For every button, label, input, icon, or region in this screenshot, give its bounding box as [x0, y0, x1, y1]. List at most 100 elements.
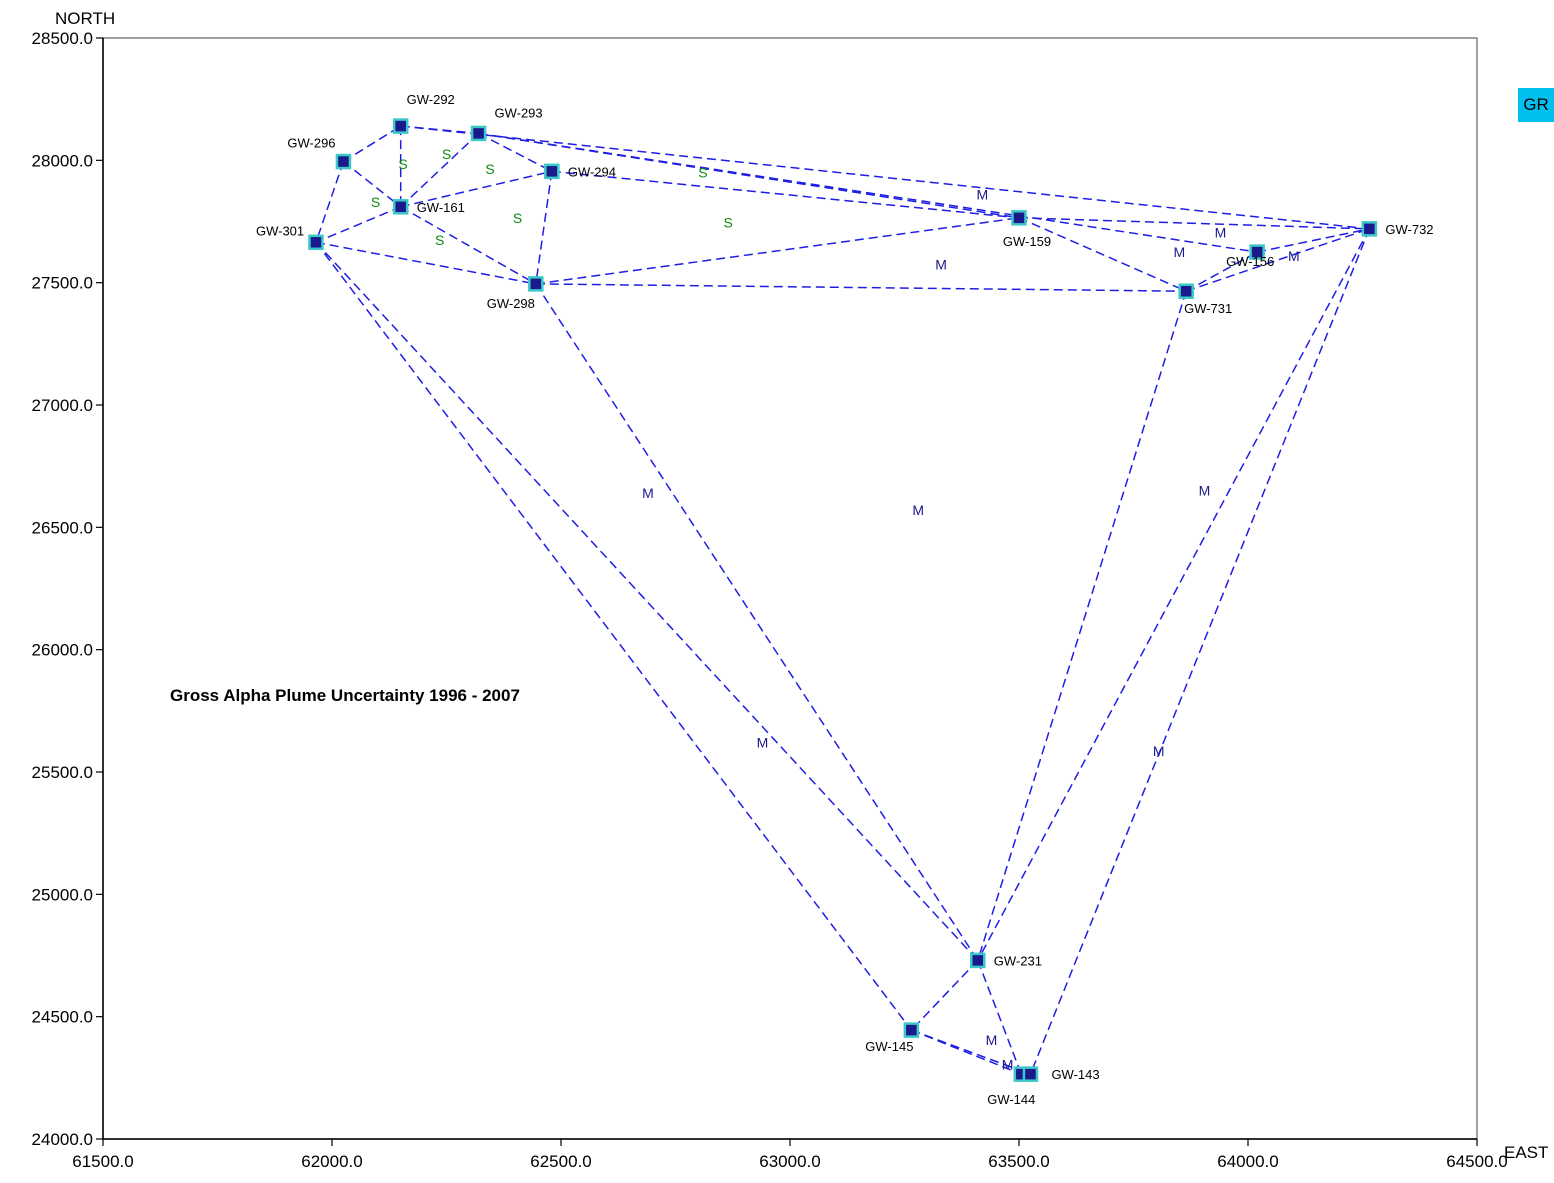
well-label: GW-296 [287, 136, 335, 151]
triangulation-edge [911, 1029, 1031, 1075]
x-tick-label: 62500.0 [530, 1152, 591, 1171]
well-label: GW-731 [1184, 301, 1232, 316]
well-marker [528, 276, 544, 292]
triangulation-edge [315, 241, 979, 961]
y-tick-label: 26500.0 [32, 518, 93, 537]
y-tick-label: 25500.0 [32, 763, 93, 782]
well-label: GW-156 [1226, 254, 1274, 269]
triangle-label: M [912, 502, 924, 518]
triangulation-edge [342, 160, 402, 208]
triangle-label: M [757, 735, 769, 751]
triangulation-edge [400, 170, 553, 208]
triangulation-edge [551, 170, 1020, 219]
y-tick-label: 27000.0 [32, 396, 93, 415]
triangle-label: M [935, 256, 947, 272]
x-tick-label: 61500.0 [72, 1152, 133, 1171]
well-label: GW-144 [987, 1092, 1035, 1107]
well-marker [392, 199, 409, 215]
triangulation-edge [1029, 228, 1371, 1075]
triangulation-edge [535, 283, 1187, 292]
y-tick-label: 24000.0 [32, 1130, 93, 1149]
triangulation-edge [315, 241, 912, 1031]
triangle-label: S [442, 146, 451, 162]
axes-layer: 24000.0 24500.0 25000.0 25500.0 26000.0 26500… [32, 29, 1508, 1171]
triangle-label: M [1199, 483, 1211, 499]
triangle-label: M [1215, 225, 1227, 241]
triangulation-edge [977, 291, 1187, 961]
well-marker [544, 163, 560, 180]
triangulation-edge [400, 132, 480, 208]
triangulation-edge [1018, 217, 1370, 230]
triangulation-edge [400, 125, 479, 135]
triangulation-edge [478, 132, 1020, 219]
well-marker [1022, 1066, 1039, 1082]
triangle-label: M [1002, 1056, 1014, 1072]
y-tick-label: 28000.0 [32, 151, 93, 170]
triangulation-edge [1257, 228, 1370, 253]
triangle-label: M [1153, 743, 1165, 759]
y-tick-label: 25000.0 [32, 885, 93, 904]
edges-layer [315, 125, 1371, 1075]
triangulation-edge [315, 241, 536, 285]
well-marker [308, 234, 324, 251]
triangle-label: S [698, 165, 707, 181]
well-marker [335, 153, 352, 170]
y-tick-label: 28500.0 [32, 29, 93, 48]
well-marker [1361, 221, 1378, 237]
well-label: GW-143 [1051, 1067, 1099, 1082]
triangle-label: S [371, 194, 380, 210]
well-label: GW-145 [865, 1039, 913, 1054]
y-axis-label: NORTH [55, 9, 115, 28]
well-marker [903, 1022, 920, 1038]
triangulation-edge [315, 161, 345, 243]
triangulation-edge [1018, 217, 1187, 292]
triangulation-edge [910, 959, 979, 1031]
triangulation-edge [400, 206, 537, 285]
chart-title: Gross Alpha Plume Uncertainty 1996 - 200… [170, 686, 520, 705]
triangulation-edge [1185, 228, 1370, 292]
triangulation-edge [977, 228, 1371, 961]
triangle-label: S [398, 156, 407, 172]
well-marker [1178, 283, 1194, 299]
y-tick-label: 26000.0 [32, 641, 93, 660]
well-marker [1011, 210, 1027, 226]
well-label: GW-231 [994, 953, 1042, 968]
triangle-label: M [986, 1032, 998, 1048]
triangulation-edge [400, 125, 1370, 230]
well-label: GW-301 [256, 223, 304, 238]
well-marker [1249, 244, 1265, 260]
x-tick-label: 63500.0 [988, 1152, 1049, 1171]
triangulation-edge [535, 171, 553, 284]
well-marker [392, 118, 409, 134]
labels-layer: GW-292 GW-293 GW-296 GW-294 GW-161 GW-301 GW-2… [256, 92, 1434, 1107]
triangle-label: S [485, 161, 494, 177]
y-tick-label: 27500.0 [32, 274, 93, 293]
y-tick-label: 24500.0 [32, 1008, 93, 1027]
well-label: GW-292 [407, 92, 455, 107]
x-tick-label: 64500.0 [1446, 1152, 1507, 1171]
well-marker [470, 125, 487, 142]
triangulation-edge [535, 217, 1020, 285]
markers-layer [308, 118, 1378, 1082]
well-label: GW-159 [1003, 234, 1051, 249]
plot-area-frame [102, 37, 1478, 1140]
triangle-label: M [642, 485, 654, 501]
well-label: GW-294 [568, 164, 616, 179]
well-marker [970, 952, 986, 969]
x-tick-label: 64000.0 [1217, 1152, 1278, 1171]
triangle-label: S [513, 210, 522, 226]
triangulation-edge [315, 206, 401, 243]
well-label: GW-732 [1385, 222, 1433, 237]
well-label: GW-293 [494, 105, 542, 120]
x-tick-label: 63000.0 [759, 1152, 820, 1171]
legend-badge: GR [1518, 88, 1554, 122]
x-tick-label: 62000.0 [301, 1152, 362, 1171]
triangle-label: M [1173, 244, 1185, 260]
well-label: GW-298 [487, 296, 535, 311]
triangle-label: S [723, 215, 732, 231]
well-label: GW-161 [417, 200, 465, 215]
triangulation-edge [478, 132, 1258, 253]
triangulation-edge [535, 283, 979, 961]
triangle-label: M [1288, 248, 1300, 264]
